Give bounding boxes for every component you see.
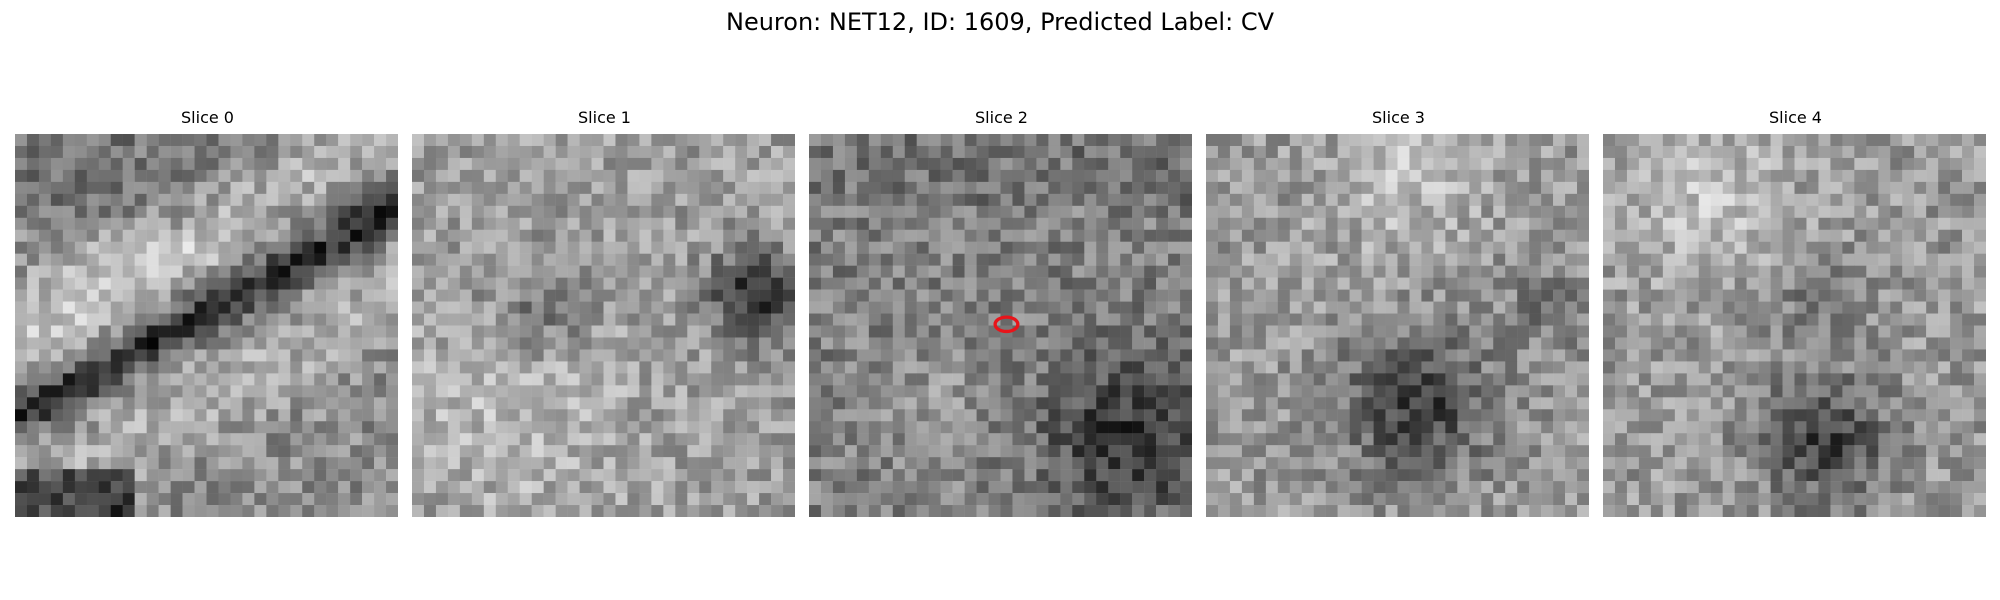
slice-panel-3: Slice 3: [1206, 106, 1591, 517]
slice-title: Slice 2: [975, 108, 1028, 127]
slice-title: Slice 4: [1769, 108, 1822, 127]
slice-panel-1: Slice 1: [412, 106, 797, 517]
slice-image: [15, 134, 398, 517]
slice-title: Slice 0: [181, 108, 234, 127]
slice-panel-2: Slice 2: [809, 106, 1194, 517]
slice-image: [412, 134, 795, 517]
slice-panel-0: Slice 0: [15, 106, 400, 517]
slice-image: [1603, 134, 1986, 517]
figure-title: Neuron: NET12, ID: 1609, Predicted Label…: [726, 8, 1274, 36]
center-marker-ring: [993, 315, 1020, 334]
slice-panel-4: Slice 4: [1603, 106, 1988, 517]
slice-title: Slice 3: [1372, 108, 1425, 127]
slice-image: [809, 134, 1192, 517]
slice-image: [1206, 134, 1589, 517]
slice-title: Slice 1: [578, 108, 631, 127]
